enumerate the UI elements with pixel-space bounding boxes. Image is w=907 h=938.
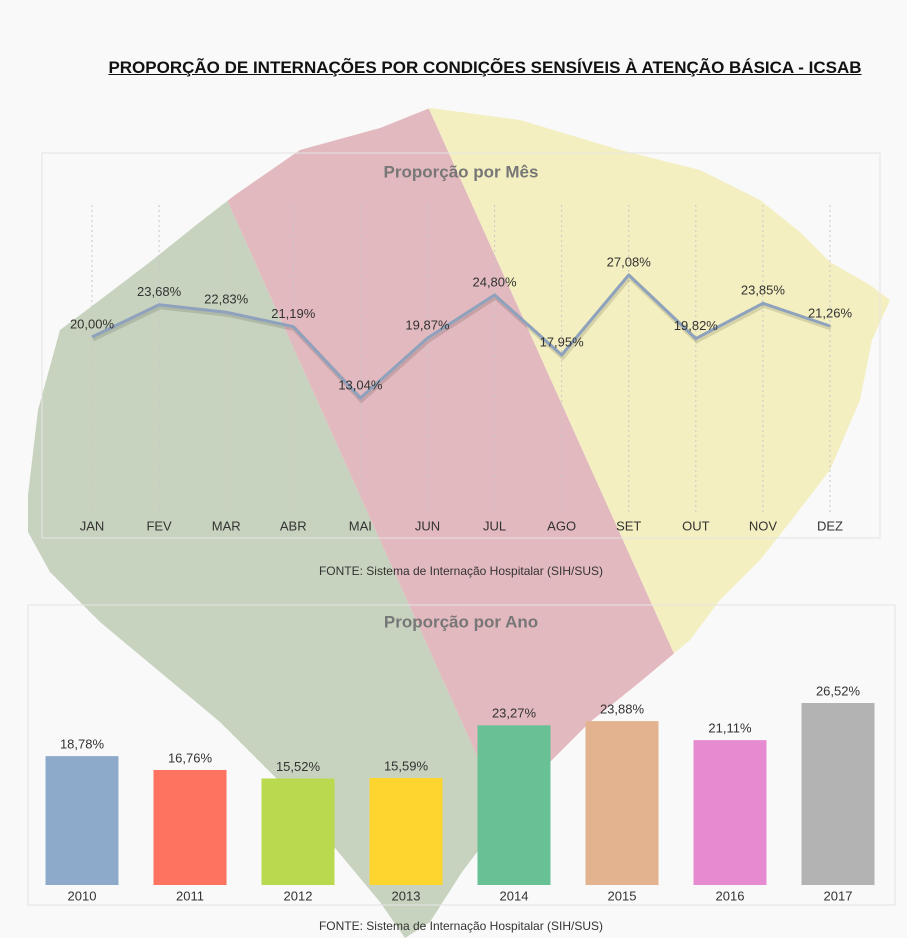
- x-tick-label: SET: [616, 518, 641, 533]
- line-shadow: [91, 273, 832, 404]
- data-label: 17,95%: [540, 334, 585, 349]
- x-tick-label: AGO: [547, 518, 576, 533]
- x-tick-label: 2015: [608, 888, 637, 903]
- x-tick-label: DEZ: [817, 518, 843, 533]
- bar: [261, 778, 335, 885]
- data-label: 20,00%: [70, 316, 115, 331]
- x-tick-label: JUL: [483, 518, 506, 533]
- source: FONTE: Sistema de Internação Hospitalar …: [319, 564, 603, 578]
- x-tick-label: 2014: [500, 888, 529, 903]
- x-tick-label: OUT: [682, 518, 710, 533]
- data-label: 21,19%: [271, 306, 316, 321]
- data-label: 23,27%: [492, 706, 537, 721]
- data-label: 19,87%: [405, 318, 450, 333]
- x-tick-label: FEV: [146, 518, 172, 533]
- data-label: 27,08%: [607, 254, 652, 269]
- data-label: 22,83%: [204, 292, 249, 307]
- data-label: 26,52%: [816, 683, 861, 698]
- bar: [801, 703, 875, 885]
- data-label: 15,59%: [384, 758, 429, 773]
- x-tick-label: JAN: [80, 518, 105, 533]
- data-label: 16,76%: [168, 750, 213, 765]
- chart-title: Proporção por Mês: [384, 162, 539, 181]
- x-tick-label: NOV: [749, 518, 778, 533]
- page-title: PROPORÇÃO DE INTERNAÇÕES POR CONDIÇÕES S…: [108, 58, 862, 77]
- panel: [41, 152, 881, 539]
- x-tick-label: 2010: [68, 888, 97, 903]
- x-tick-label: ABR: [280, 518, 307, 533]
- chart-title: Proporção por Ano: [384, 612, 538, 631]
- x-tick-label: 2013: [392, 888, 421, 903]
- x-tick-label: JUN: [415, 518, 440, 533]
- x-tick-label: 2017: [824, 888, 853, 903]
- x-tick-label: MAR: [212, 518, 241, 533]
- panel: [27, 604, 896, 906]
- data-label: 13,04%: [338, 377, 383, 392]
- data-label: 19,82%: [674, 318, 719, 333]
- bar: [585, 721, 659, 885]
- data-label: 24,80%: [472, 274, 517, 289]
- bar: [477, 725, 551, 885]
- source: FONTE: Sistema de Internação Hospitalar …: [319, 919, 603, 933]
- bar: [693, 740, 767, 885]
- x-tick-label: MAI: [349, 518, 372, 533]
- bar: [369, 778, 443, 885]
- line: [91, 273, 831, 400]
- bar: [153, 769, 227, 885]
- data-label: 23,88%: [600, 702, 645, 717]
- data-label: 21,11%: [708, 721, 752, 736]
- data-label: 23,85%: [741, 283, 786, 298]
- bar: [45, 756, 119, 885]
- data-label: 18,78%: [60, 737, 105, 752]
- data-label: 15,52%: [276, 759, 321, 774]
- data-label: 23,68%: [137, 284, 182, 299]
- x-tick-label: 2016: [716, 888, 745, 903]
- x-tick-label: 2011: [176, 888, 204, 903]
- x-tick-label: 2012: [284, 888, 313, 903]
- data-label: 21,26%: [808, 305, 853, 320]
